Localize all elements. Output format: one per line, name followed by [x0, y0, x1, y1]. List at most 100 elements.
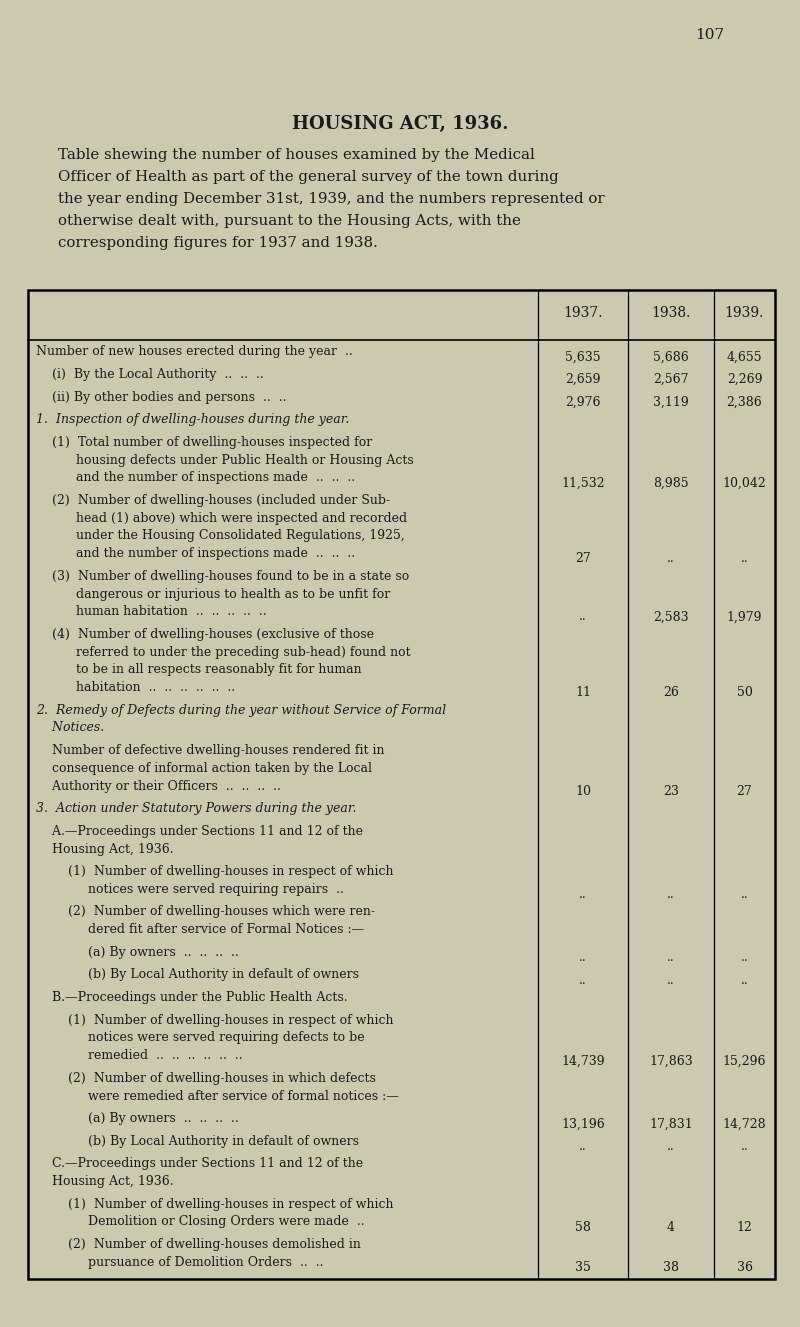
Text: corresponding figures for 1937 and 1938.: corresponding figures for 1937 and 1938. — [58, 236, 378, 249]
Text: human habitation  ..  ..  ..  ..  ..: human habitation .. .. .. .. .. — [36, 605, 266, 618]
Text: HOUSING ACT, 1936.: HOUSING ACT, 1936. — [292, 115, 508, 133]
Text: 1937.: 1937. — [563, 307, 602, 320]
Text: (2)  Number of dwelling-houses (included under Sub-: (2) Number of dwelling-houses (included … — [36, 494, 390, 507]
Text: 35: 35 — [575, 1261, 591, 1274]
Text: 13,196: 13,196 — [561, 1117, 605, 1131]
Text: dered fit after service of Formal Notices :—: dered fit after service of Formal Notice… — [36, 924, 364, 937]
Text: ..: .. — [667, 552, 675, 565]
Text: (4)  Number of dwelling-houses (exclusive of those: (4) Number of dwelling-houses (exclusive… — [36, 628, 374, 641]
Text: 2.  Remedy of Defects during the year without Service of Formal: 2. Remedy of Defects during the year wit… — [36, 703, 446, 717]
Text: (ii) By other bodies and persons  ..  ..: (ii) By other bodies and persons .. .. — [36, 390, 286, 403]
Text: 8,985: 8,985 — [653, 476, 689, 490]
Text: ..: .. — [579, 610, 587, 624]
Text: 11,532: 11,532 — [561, 476, 605, 490]
Text: were remedied after service of formal notices :—: were remedied after service of formal no… — [36, 1089, 398, 1103]
Text: (i)  By the Local Authority  ..  ..  ..: (i) By the Local Authority .. .. .. — [36, 368, 264, 381]
Text: 27: 27 — [575, 552, 591, 565]
Text: ..: .. — [579, 1140, 587, 1153]
Text: ..: .. — [667, 1140, 675, 1153]
Text: 15,296: 15,296 — [722, 1055, 766, 1067]
Text: 10,042: 10,042 — [722, 476, 766, 490]
Bar — [28, 291, 775, 1279]
Text: 2,386: 2,386 — [726, 395, 762, 409]
Text: (1)  Number of dwelling-houses in respect of which: (1) Number of dwelling-houses in respect… — [36, 1198, 394, 1210]
Text: A.—Proceedings under Sections 11 and 12 of the: A.—Proceedings under Sections 11 and 12 … — [36, 825, 363, 837]
Text: 11: 11 — [575, 686, 591, 699]
Text: otherwise dealt with, pursuant to the Housing Acts, with the: otherwise dealt with, pursuant to the Ho… — [58, 214, 521, 228]
Text: 17,831: 17,831 — [649, 1117, 693, 1131]
Text: 26: 26 — [663, 686, 679, 699]
Text: (1)  Number of dwelling-houses in respect of which: (1) Number of dwelling-houses in respect… — [36, 865, 394, 878]
Text: ..: .. — [741, 974, 748, 987]
Text: 17,863: 17,863 — [649, 1055, 693, 1067]
Text: 3.  Action under Statutory Powers during the year.: 3. Action under Statutory Powers during … — [36, 802, 357, 815]
Text: 4: 4 — [667, 1221, 675, 1234]
Text: and the number of inspections made  ..  ..  ..: and the number of inspections made .. ..… — [36, 471, 355, 484]
Text: head (1) above) which were inspected and recorded: head (1) above) which were inspected and… — [36, 512, 407, 524]
Text: 2,567: 2,567 — [654, 373, 689, 386]
Text: 1.  Inspection of dwelling-houses during the year.: 1. Inspection of dwelling-houses during … — [36, 413, 350, 426]
Text: and the number of inspections made  ..  ..  ..: and the number of inspections made .. ..… — [36, 547, 355, 560]
Text: notices were served requiring defects to be: notices were served requiring defects to… — [36, 1031, 365, 1044]
Text: ..: .. — [579, 974, 587, 987]
Text: 14,739: 14,739 — [561, 1055, 605, 1067]
Text: 107: 107 — [695, 28, 725, 42]
Text: 2,583: 2,583 — [653, 610, 689, 624]
Text: under the Housing Consolidated Regulations, 1925,: under the Housing Consolidated Regulatio… — [36, 529, 405, 543]
Text: (2)  Number of dwelling-houses which were ren-: (2) Number of dwelling-houses which were… — [36, 905, 375, 918]
Text: the year ending December 31st, 1939, and the numbers represented or: the year ending December 31st, 1939, and… — [58, 192, 605, 206]
Text: referred to under the preceding sub-head) found not: referred to under the preceding sub-head… — [36, 646, 410, 658]
Text: 10: 10 — [575, 784, 591, 798]
Text: ..: .. — [741, 888, 748, 901]
Text: ..: .. — [579, 951, 587, 963]
Text: (2)  Number of dwelling-houses in which defects: (2) Number of dwelling-houses in which d… — [36, 1072, 376, 1084]
Text: Demolition or Closing Orders were made  ..: Demolition or Closing Orders were made .… — [36, 1216, 365, 1229]
Text: ..: .. — [667, 888, 675, 901]
Text: Authority or their Officers  ..  ..  ..  ..: Authority or their Officers .. .. .. .. — [36, 779, 281, 792]
Text: ..: .. — [667, 974, 675, 987]
Text: housing defects under Public Health or Housing Acts: housing defects under Public Health or H… — [36, 454, 414, 467]
Text: ..: .. — [579, 888, 587, 901]
Text: 1,979: 1,979 — [726, 610, 762, 624]
Text: 5,686: 5,686 — [653, 350, 689, 364]
Text: 38: 38 — [663, 1261, 679, 1274]
Text: dangerous or injurious to health as to be unfit for: dangerous or injurious to health as to b… — [36, 588, 390, 601]
Text: (3)  Number of dwelling-houses found to be in a state so: (3) Number of dwelling-houses found to b… — [36, 569, 410, 583]
Text: Notices.: Notices. — [36, 722, 104, 734]
Text: ..: .. — [741, 951, 748, 963]
Text: 14,728: 14,728 — [722, 1117, 766, 1131]
Text: (2)  Number of dwelling-houses demolished in: (2) Number of dwelling-houses demolished… — [36, 1238, 361, 1251]
Text: (1)  Total number of dwelling-houses inspected for: (1) Total number of dwelling-houses insp… — [36, 437, 372, 449]
Text: (b) By Local Authority in default of owners: (b) By Local Authority in default of own… — [36, 969, 359, 982]
Text: ..: .. — [667, 951, 675, 963]
Text: (a) By owners  ..  ..  ..  ..: (a) By owners .. .. .. .. — [36, 1112, 238, 1125]
Text: 2,976: 2,976 — [566, 395, 601, 409]
Text: 50: 50 — [737, 686, 753, 699]
Text: (1)  Number of dwelling-houses in respect of which: (1) Number of dwelling-houses in respect… — [36, 1014, 394, 1027]
Text: 1938.: 1938. — [651, 307, 690, 320]
Text: Table shewing the number of houses examined by the Medical: Table shewing the number of houses exami… — [58, 149, 535, 162]
Text: pursuance of Demolition Orders  ..  ..: pursuance of Demolition Orders .. .. — [36, 1255, 323, 1269]
Text: ..: .. — [741, 552, 748, 565]
Text: B.—Proceedings under the Public Health Acts.: B.—Proceedings under the Public Health A… — [36, 991, 348, 1005]
Text: 4,655: 4,655 — [726, 350, 762, 364]
Text: Number of defective dwelling-houses rendered fit in: Number of defective dwelling-houses rend… — [36, 744, 385, 758]
Text: Officer of Health as part of the general survey of the town during: Officer of Health as part of the general… — [58, 170, 558, 184]
Text: C.—Proceedings under Sections 11 and 12 of the: C.—Proceedings under Sections 11 and 12 … — [36, 1157, 363, 1170]
Text: 5,635: 5,635 — [565, 350, 601, 364]
Text: remedied  ..  ..  ..  ..  ..  ..: remedied .. .. .. .. .. .. — [36, 1050, 242, 1062]
Text: 58: 58 — [575, 1221, 591, 1234]
Text: 1939.: 1939. — [725, 307, 764, 320]
Text: 2,269: 2,269 — [726, 373, 762, 386]
Text: habitation  ..  ..  ..  ..  ..  ..: habitation .. .. .. .. .. .. — [36, 681, 235, 694]
Text: notices were served requiring repairs  ..: notices were served requiring repairs .. — [36, 882, 344, 896]
Text: ..: .. — [741, 1140, 748, 1153]
Text: 27: 27 — [737, 784, 752, 798]
Text: to be in all respects reasonably fit for human: to be in all respects reasonably fit for… — [36, 664, 362, 677]
Text: Housing Act, 1936.: Housing Act, 1936. — [36, 843, 174, 856]
Text: 23: 23 — [663, 784, 679, 798]
Text: Number of new houses erected during the year  ..: Number of new houses erected during the … — [36, 345, 353, 358]
Text: 2,659: 2,659 — [566, 373, 601, 386]
Text: consequence of informal action taken by the Local: consequence of informal action taken by … — [36, 762, 372, 775]
Text: (a) By owners  ..  ..  ..  ..: (a) By owners .. .. .. .. — [36, 946, 238, 959]
